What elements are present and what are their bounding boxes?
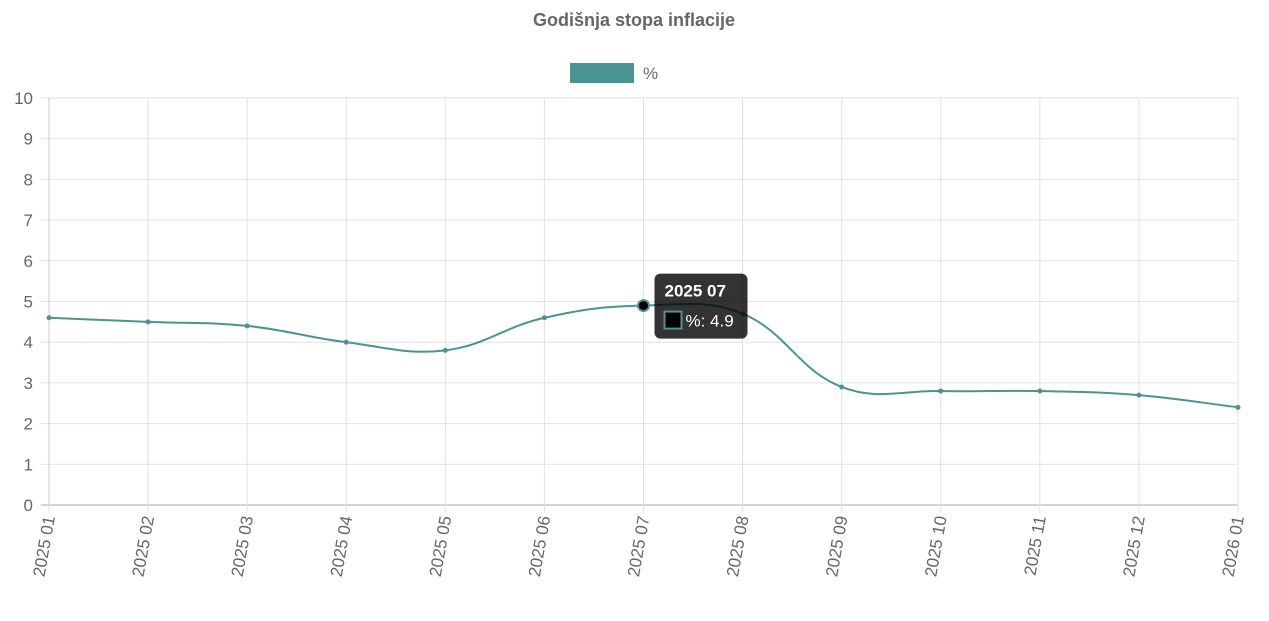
tooltip-swatch [663, 310, 683, 330]
point [1037, 388, 1043, 394]
y-tick-label: 0 [24, 496, 33, 515]
point [839, 384, 845, 390]
x-tick-label: 2025 02 [129, 514, 158, 578]
point [244, 323, 250, 329]
point [46, 315, 52, 321]
y-tick-label: 9 [24, 130, 33, 149]
y-tick-label: 6 [24, 252, 33, 271]
point [1235, 404, 1241, 410]
point [1136, 392, 1142, 398]
x-tick-label: 2025 03 [228, 514, 257, 578]
y-tick-label: 5 [24, 293, 33, 312]
y-tick-label: 4 [24, 333, 33, 352]
point [541, 315, 547, 321]
y-tick-label: 7 [24, 211, 33, 230]
legend-swatch [570, 63, 634, 83]
x-tick-label: 2025 09 [822, 514, 851, 578]
point [938, 388, 944, 394]
x-tick-label: 2025 01 [30, 514, 59, 578]
tooltip-text: %: 4.9 [686, 312, 734, 331]
y-tick-label: 8 [24, 170, 33, 189]
chart-title: Godišnja stopa inflacije [533, 10, 735, 30]
y-tick-label: 3 [24, 374, 33, 393]
hover-point [637, 299, 650, 313]
point [145, 319, 151, 325]
tooltip-title: 2025 07 [665, 282, 726, 301]
x-tick-label: 2025 08 [723, 514, 752, 578]
point [442, 347, 448, 353]
y-tick-label: 1 [24, 455, 33, 474]
x-tick-label: 2025 06 [525, 514, 554, 578]
x-tick-label: 2025 12 [1119, 514, 1148, 578]
y-tick-label: 10 [14, 89, 33, 108]
legend-label: % [643, 64, 658, 83]
x-tick-label: 2025 04 [327, 514, 356, 578]
x-tick-label: 2025 05 [426, 514, 455, 578]
x-tick-label: 2025 10 [921, 514, 950, 578]
x-tick-label: 2026 01 [1219, 514, 1248, 578]
y-tick-label: 2 [24, 415, 33, 434]
x-tick-label: 2025 07 [624, 514, 653, 578]
point [343, 339, 349, 345]
x-tick-label: 2025 11 [1021, 514, 1050, 577]
